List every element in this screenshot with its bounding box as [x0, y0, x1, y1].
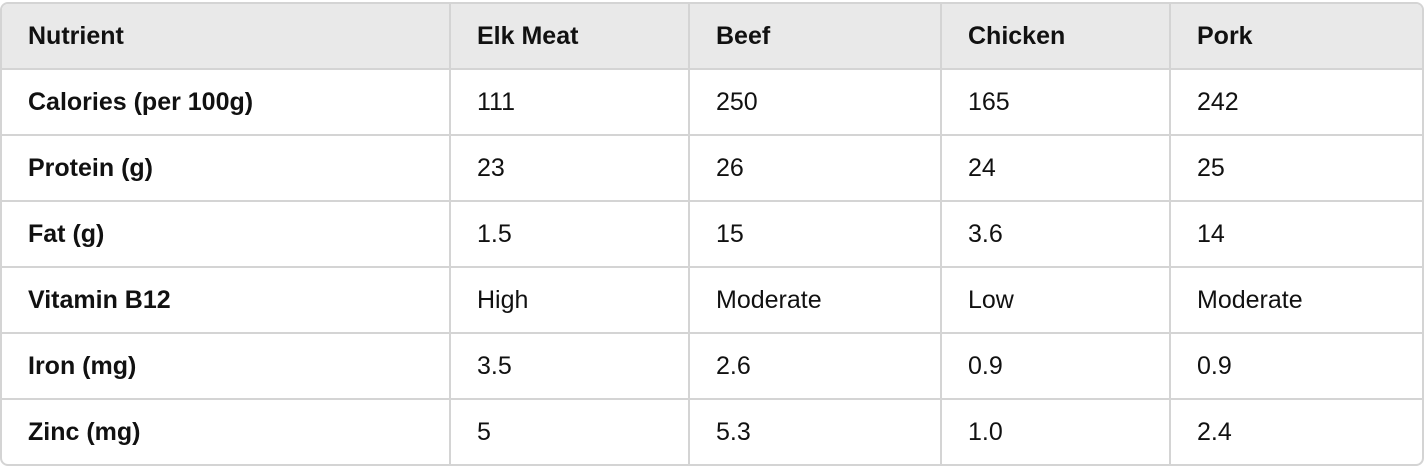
table-cell: 1.0 — [941, 399, 1171, 464]
table-cell: 14 — [1170, 201, 1422, 268]
table-cell: 1.5 — [450, 201, 690, 268]
header-row: Nutrient Elk Meat Beef Chicken Pork — [2, 4, 1422, 70]
table-cell: Moderate — [1170, 267, 1422, 334]
table-row: Protein (g) 23 26 24 25 — [2, 135, 1422, 202]
table-cell: 242 — [1170, 69, 1422, 136]
table-row: Zinc (mg) 5 5.3 1.0 2.4 — [2, 399, 1422, 464]
header-cell: Beef — [689, 4, 942, 70]
table-row: Iron (mg) 3.5 2.6 0.9 0.9 — [2, 333, 1422, 400]
header-cell: Elk Meat — [450, 4, 690, 70]
table-cell: 24 — [941, 135, 1171, 202]
table-cell: 23 — [450, 135, 690, 202]
header-cell: Pork — [1170, 4, 1422, 70]
table-cell: 250 — [689, 69, 942, 136]
row-label: Iron (mg) — [2, 333, 451, 400]
table-row: Vitamin B12 High Moderate Low Moderate — [2, 267, 1422, 334]
table-cell: 15 — [689, 201, 942, 268]
row-label: Fat (g) — [2, 201, 451, 268]
row-label: Vitamin B12 — [2, 267, 451, 334]
table-row: Fat (g) 1.5 15 3.6 14 — [2, 201, 1422, 268]
table-cell: 111 — [450, 69, 690, 136]
table-cell: 3.5 — [450, 333, 690, 400]
row-label: Zinc (mg) — [2, 399, 451, 464]
table-cell: 26 — [689, 135, 942, 202]
row-label: Calories (per 100g) — [2, 69, 451, 136]
table-cell: 0.9 — [1170, 333, 1422, 400]
row-label: Protein (g) — [2, 135, 451, 202]
table-cell: High — [450, 267, 690, 334]
table-row: Calories (per 100g) 111 250 165 242 — [2, 69, 1422, 136]
table-cell: 5 — [450, 399, 690, 464]
table-cell: Low — [941, 267, 1171, 334]
table-cell: Moderate — [689, 267, 942, 334]
table-cell: 25 — [1170, 135, 1422, 202]
nutrition-table: Nutrient Elk Meat Beef Chicken Pork Calories… — [2, 4, 1422, 464]
table-cell: 165 — [941, 69, 1171, 136]
table-cell: 3.6 — [941, 201, 1171, 268]
table-cell: 2.6 — [689, 333, 942, 400]
table-cell: 0.9 — [941, 333, 1171, 400]
header-cell: Chicken — [941, 4, 1171, 70]
table-cell: 5.3 — [689, 399, 942, 464]
table-body: Calories (per 100g) 111 250 165 242 Protein (… — [2, 69, 1422, 464]
header-cell: Nutrient — [2, 4, 451, 70]
table-cell: 2.4 — [1197, 417, 1232, 446]
table-header: Nutrient Elk Meat Beef Chicken Pork — [2, 4, 1422, 70]
